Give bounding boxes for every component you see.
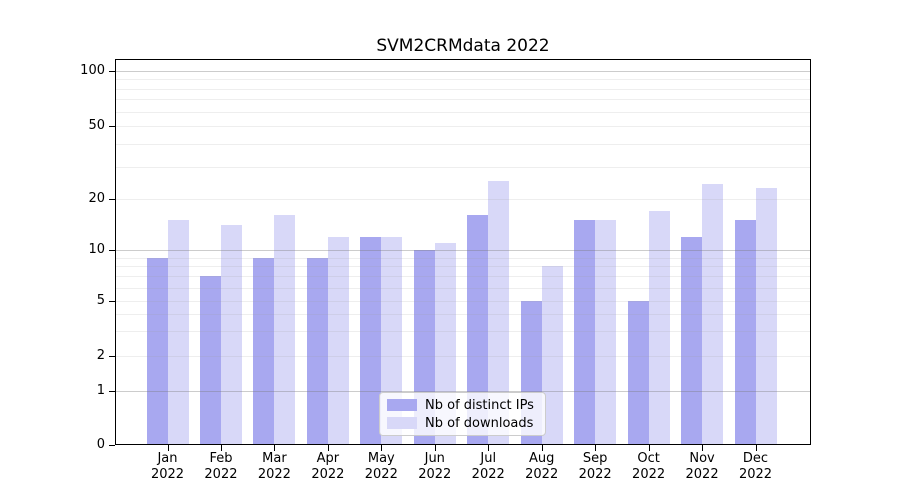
x-axis-tick-label: Sep 2022 <box>578 451 612 482</box>
bar-downloads-nov <box>702 184 724 445</box>
gridline-minor-60 <box>115 111 811 113</box>
gridline-minor-80 <box>115 88 811 90</box>
gridline-major-1 <box>115 391 811 392</box>
bar-downloads-dec <box>755 187 777 445</box>
x-tick-dec <box>755 445 757 451</box>
bar-distinct-ips-sep <box>574 220 596 445</box>
bar-distinct-ips-jan <box>146 257 168 445</box>
y-tick-5 <box>109 301 115 302</box>
bar-downloads-jul <box>488 181 510 445</box>
y-axis-tick-label: 100 <box>80 63 105 78</box>
bar-downloads-apr <box>327 236 349 445</box>
gridline-minor-40 <box>115 143 811 145</box>
bar-downloads-sep <box>595 220 617 445</box>
y-axis-tick-label: 20 <box>88 191 105 206</box>
y-tick-1 <box>109 391 115 392</box>
x-tick-mar <box>274 445 276 451</box>
x-axis-tick-label: Oct 2022 <box>632 451 666 482</box>
x-axis-tick-label: Dec 2022 <box>738 451 773 482</box>
x-axis-tick-label: Jun 2022 <box>418 451 452 482</box>
gridline-minor-20 <box>115 199 811 200</box>
y-axis-tick-label: 5 <box>96 293 105 308</box>
x-tick-aug <box>541 445 543 451</box>
bar-distinct-ips-apr <box>306 257 328 445</box>
gridline-minor-3 <box>115 331 811 333</box>
bar-downloads-feb <box>220 225 242 445</box>
chart-title: SVM2CRMdata 2022 <box>376 36 550 56</box>
x-tick-apr <box>327 445 329 451</box>
y-tick-100 <box>109 71 115 72</box>
gridline-minor-90 <box>115 79 811 81</box>
x-tick-jul <box>488 445 490 451</box>
bar-downloads-jan <box>167 220 189 445</box>
x-axis-tick-label: Nov 2022 <box>685 451 719 482</box>
bar-distinct-ips-may <box>360 236 382 445</box>
gridline-minor-8 <box>115 266 811 268</box>
x-tick-may <box>381 445 383 451</box>
gridline-minor-7 <box>115 276 811 278</box>
bar-distinct-ips-dec <box>734 220 756 445</box>
gridline-minor-2 <box>115 355 811 357</box>
x-tick-jan <box>167 445 169 451</box>
y-tick-20 <box>109 199 115 200</box>
x-axis-tick-label: May 2022 <box>364 451 398 482</box>
bar-distinct-ips-jul <box>467 215 489 445</box>
legend-swatch-downloads <box>387 417 417 429</box>
y-tick-0 <box>109 445 115 446</box>
x-axis-tick-label: Apr 2022 <box>311 451 345 482</box>
legend-row-distinct-ips: Nb of distinct IPs <box>387 397 536 413</box>
y-axis-tick-label: 0 <box>96 437 105 452</box>
bar-distinct-ips-nov <box>681 236 703 445</box>
gridline-minor-9 <box>115 257 811 259</box>
bar-distinct-ips-mar <box>253 257 275 445</box>
gridline-minor-30 <box>115 166 811 168</box>
x-axis-tick-label: Mar 2022 <box>257 451 291 482</box>
bar-distinct-ips-oct <box>627 301 649 445</box>
y-tick-10 <box>109 250 115 251</box>
gridline-minor-50 <box>115 126 811 127</box>
legend-label-distinct-ips: Nb of distinct IPs <box>425 397 534 413</box>
x-axis-tick-label: Jan 2022 <box>150 451 185 482</box>
gridline-minor-6 <box>115 287 811 289</box>
x-axis-tick-label: Aug 2022 <box>525 451 559 482</box>
legend-row-downloads: Nb of downloads <box>387 415 536 431</box>
bar-downloads-mar <box>274 215 296 445</box>
legend-label-downloads: Nb of downloads <box>425 415 534 431</box>
x-tick-nov <box>702 445 704 451</box>
gridline-major-10 <box>115 250 811 251</box>
legend-swatch-distinct-ips <box>387 399 417 411</box>
x-tick-feb <box>220 445 222 451</box>
x-tick-jun <box>434 445 436 451</box>
gridline-minor-4 <box>115 314 811 316</box>
bar-downloads-oct <box>648 210 670 445</box>
y-tick-50 <box>109 126 115 127</box>
bar-distinct-ips-feb <box>199 276 221 445</box>
y-axis-tick-label: 2 <box>96 347 105 363</box>
gridline-minor-70 <box>115 99 811 101</box>
y-axis-tick-label: 10 <box>88 242 105 257</box>
bar-downloads-aug <box>541 266 563 445</box>
y-tick-2 <box>109 355 115 357</box>
x-tick-sep <box>595 445 597 451</box>
gridline-major-100 <box>115 71 811 72</box>
gridline-minor-5 <box>115 301 811 302</box>
x-axis-tick-label: Jul 2022 <box>471 451 505 482</box>
legend: Nb of distinct IPs Nb of downloads <box>379 392 546 436</box>
x-tick-oct <box>648 445 650 451</box>
y-axis-tick-label: 1 <box>96 383 105 398</box>
y-axis-tick-label: 50 <box>88 118 105 133</box>
x-axis-tick-label: Feb 2022 <box>204 451 238 482</box>
